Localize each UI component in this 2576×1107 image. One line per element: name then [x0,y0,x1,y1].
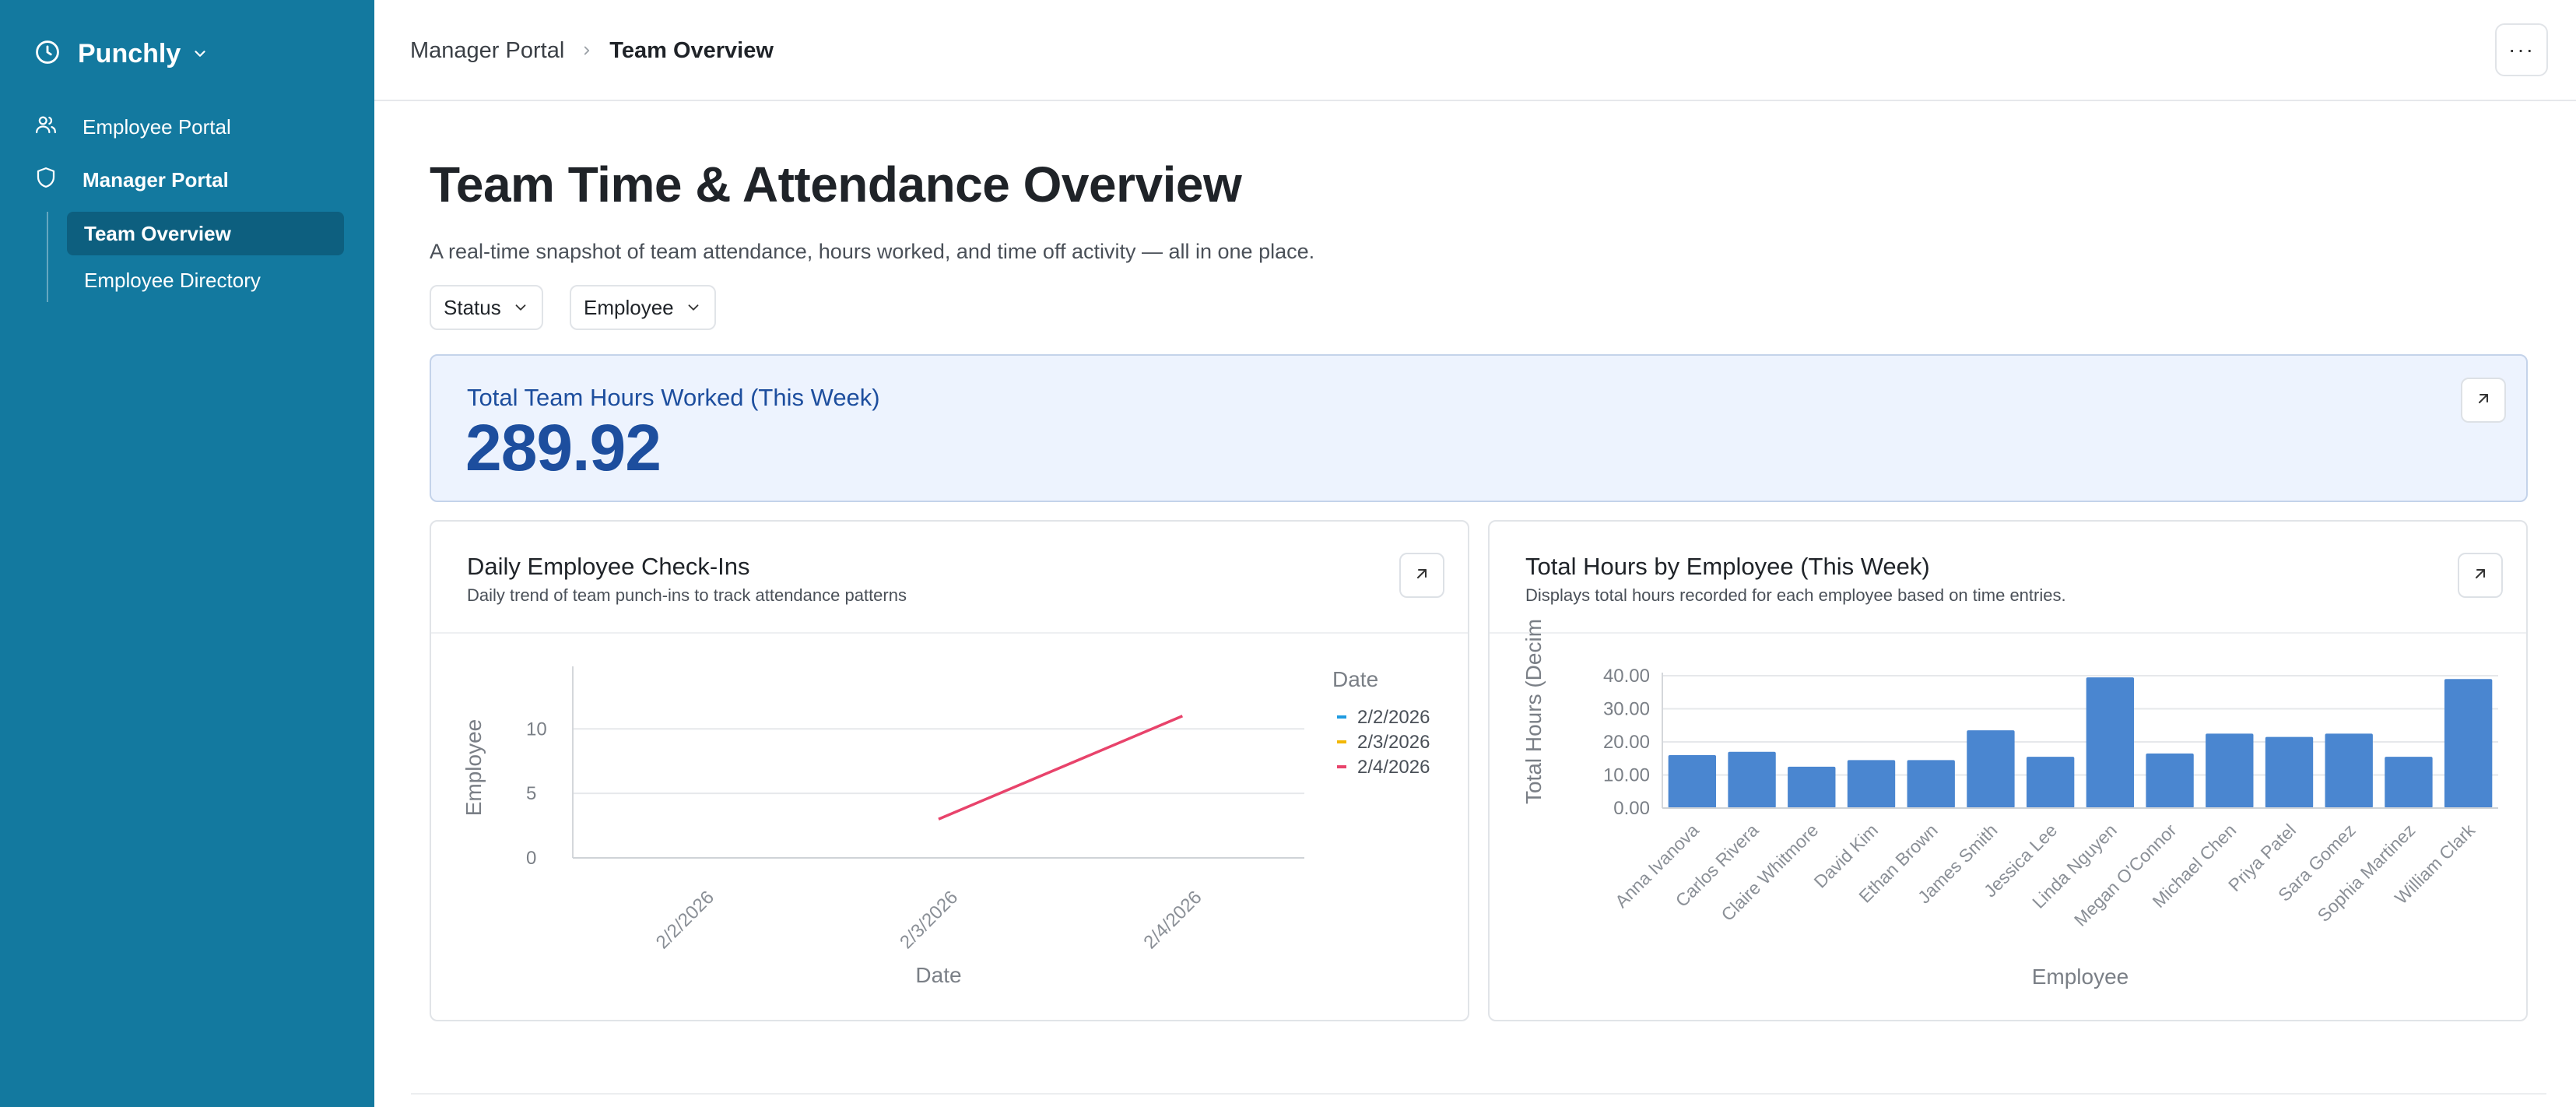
kpi-label: Total Team Hours Worked (This Week) [467,384,880,411]
app-name: Punchly [78,38,181,69]
breadcrumb-current-page: Team Overview [609,37,774,63]
bar [2265,736,2314,808]
bar [1967,730,2015,808]
x-tick-label: Megan O'Connor [2070,820,2181,930]
bar [2146,753,2194,808]
expand-kpi-button[interactable] [2461,378,2506,423]
y-tick-label: 20.00 [1603,732,1650,753]
sidebar-subitem-employee-directory[interactable]: Employee Directory [67,258,344,302]
y-tick-label: 0.00 [1613,798,1650,819]
sidebar-subitem-label: Team Overview [84,221,231,245]
bar [2385,757,2433,808]
bar [2444,679,2493,808]
y-tick-label: 0 [526,848,536,869]
filter-label: Status [444,295,501,319]
sidebar-item-employee-portal[interactable]: Employee Portal [34,107,231,146]
kpi-value: 289.92 [465,411,662,484]
sidebar: Punchly Employee Portal Manager Portal T… [0,0,374,1107]
total-hours-kpi-card: Total Team Hours Worked (This Week) 289.… [430,354,2528,502]
breadcrumb-manager-portal[interactable]: Manager Portal [410,37,565,63]
x-tick-label: 2/4/2026 [1139,887,1206,953]
expand-chart-button[interactable] [2458,553,2503,598]
expand-chart-button[interactable] [1399,553,1444,598]
shield-icon [34,166,58,195]
y-tick-label: 5 [526,783,536,804]
chevron-down-icon [191,45,209,62]
employee-filter-dropdown[interactable]: Employee [570,285,716,330]
status-filter-dropdown[interactable]: Status [430,285,543,330]
more-horizontal-icon: ··· [2508,37,2535,62]
sidebar-subitem-team-overview[interactable]: Team Overview [67,212,344,255]
daily-checkins-card: Daily Employee Check-Ins Daily trend of … [430,520,1469,1021]
y-axis-title: Employee [462,719,486,817]
sidebar-item-manager-portal[interactable]: Manager Portal [34,160,229,199]
legend-label: 2/2/2026 [1357,707,1430,728]
card-subtitle: Displays total hours recorded for each e… [1525,585,2066,605]
legend-label: 2/3/2026 [1357,732,1430,753]
chevron-down-icon [512,299,529,316]
arrow-up-right-icon [2471,564,2490,587]
y-tick-label: 10 [526,719,547,740]
submenu-guide-line [47,212,48,302]
x-tick-label: 2/3/2026 [896,887,962,953]
x-axis-title: Date [915,963,961,987]
hours-by-employee-card: Total Hours by Employee (This Week) Disp… [1488,520,2528,1021]
card-title: Total Hours by Employee (This Week) [1525,553,1930,580]
bar [1788,766,1836,808]
bar [1668,755,1717,808]
x-axis-title: Employee [2032,965,2129,989]
bar [1728,751,1776,808]
bar [2026,757,2075,808]
y-tick-label: 10.00 [1603,765,1650,786]
card-header: Total Hours by Employee (This Week) Disp… [1490,522,2526,634]
chevron-right-icon [580,38,594,63]
card-title: Daily Employee Check-Ins [467,553,750,580]
bar [1907,760,1955,808]
section-divider [411,1093,2546,1095]
workspace-switcher[interactable]: Punchly [34,34,209,73]
bar [1847,760,1896,808]
sidebar-item-label: Manager Portal [82,167,229,192]
card-subtitle: Daily trend of team punch-ins to track a… [467,585,907,605]
more-options-button[interactable]: ··· [2495,23,2548,76]
y-axis-title: Total Hours (Decim [1521,619,1546,804]
daily-checkins-line-chart: 0 5 10 2/2/2026 2/3/2026 2/4/2026 Date Employee… [462,666,1430,987]
bar [2086,677,2135,808]
breadcrumb: Manager Portal Team Overview [410,31,774,70]
page-description: A real-time snapshot of team attendance,… [430,240,1315,263]
y-tick-label: 40.00 [1603,666,1650,687]
chevron-down-icon [685,299,702,316]
bar [2206,733,2254,808]
sidebar-item-label: Employee Portal [82,114,231,139]
clock-icon [34,39,61,69]
y-tick-label: 30.00 [1603,699,1650,720]
users-icon [34,113,58,142]
arrow-up-right-icon [1413,564,1431,587]
bar [2325,733,2373,808]
filter-label: Employee [584,295,674,319]
card-header: Daily Employee Check-Ins Daily trend of … [431,522,1468,634]
legend-title: Date [1332,667,1378,691]
top-bar: Manager Portal Team Overview ··· [374,0,2576,101]
page-title: Team Time & Attendance Overview [430,156,1242,213]
legend-label: 2/4/2026 [1357,757,1430,778]
sidebar-subitem-label: Employee Directory [84,268,261,292]
arrow-up-right-icon [2474,389,2493,412]
x-tick-label: 2/2/2026 [652,887,718,953]
series-line [938,715,1184,821]
